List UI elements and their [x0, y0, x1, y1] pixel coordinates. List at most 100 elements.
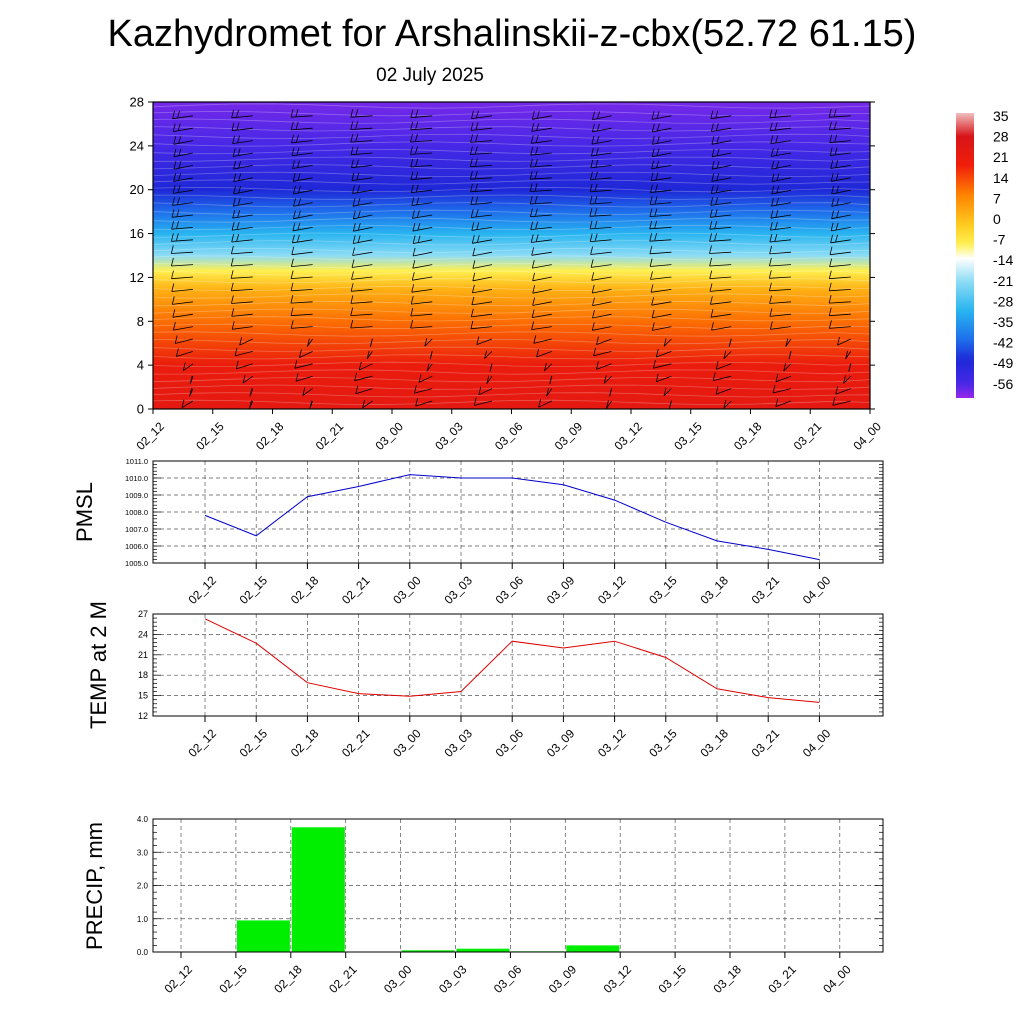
wind-barb	[775, 398, 792, 407]
wind-barb	[171, 209, 194, 218]
wind-barb	[651, 309, 672, 319]
colorbar-label: 7	[993, 190, 1001, 206]
x-tick-label: 02_21	[339, 573, 373, 607]
contour-line	[152, 232, 871, 238]
x-tick-label: 02_15	[237, 573, 271, 607]
wind-barb	[350, 307, 373, 316]
wind-barb	[352, 235, 373, 244]
wind-barb	[362, 399, 373, 409]
contour-line	[152, 392, 871, 398]
wind-barb	[415, 398, 433, 407]
temp-frame	[152, 613, 884, 717]
cross-section-x-axis: 02_12 02_15 02_18 02_21 03_00 03_03 03_06 03_09…	[133, 409, 884, 453]
wind-barb	[591, 284, 612, 294]
wind-barb	[411, 272, 433, 281]
contour-line	[152, 361, 871, 368]
x-tick-label: 03_06	[492, 419, 526, 453]
wind-barb	[538, 399, 552, 408]
contour-line	[152, 255, 871, 261]
wind-barb	[831, 198, 851, 207]
x-tick-label: 03_09	[552, 419, 586, 453]
colorbar-label: 0	[993, 211, 1001, 227]
x-tick-label: 02_12	[185, 573, 219, 607]
precip-y-label: PRECIP, mm	[82, 822, 107, 950]
wind-barb	[173, 148, 194, 158]
wind-barb	[710, 197, 732, 206]
x-tick-label: 03_12	[601, 962, 635, 996]
wind-barb	[171, 257, 194, 267]
wind-barb	[291, 258, 313, 267]
wind-barb	[532, 285, 552, 294]
wind-barb	[358, 361, 373, 371]
wind-barb	[546, 388, 553, 397]
wind-barb	[649, 196, 672, 205]
wind-barb	[350, 146, 373, 156]
contour-line	[152, 202, 871, 208]
wind-barb	[410, 296, 433, 305]
y-tick-label: 1008.0	[125, 508, 148, 517]
wind-barb	[589, 183, 612, 193]
wind-barb	[709, 257, 732, 267]
x-tick-label: 03_15	[646, 726, 680, 760]
y-tick-label: 21	[138, 650, 148, 660]
wind-barb	[351, 159, 373, 169]
contour-line	[152, 126, 871, 132]
wind-barb	[651, 136, 672, 145]
x-tick-label: 03_03	[441, 726, 475, 760]
wind-barb	[470, 134, 493, 143]
contour-line	[152, 308, 871, 314]
x-tick-label: 03_00	[381, 962, 415, 996]
wind-barb	[711, 148, 732, 158]
wind-barb	[829, 258, 851, 268]
wind-barb	[530, 135, 552, 144]
wind-barb	[233, 160, 253, 170]
wind-barb	[489, 363, 493, 372]
wind-barb	[231, 221, 253, 231]
wind-barb	[831, 185, 851, 195]
wind-barb	[531, 309, 552, 318]
wind-barb	[230, 270, 253, 279]
wind-barb	[352, 210, 373, 220]
wind-barb	[663, 338, 672, 347]
wind-barb	[350, 319, 373, 329]
wind-barb	[603, 375, 612, 384]
x-tick-label: 03_06	[491, 962, 525, 996]
wind-barb	[230, 257, 253, 267]
wind-barb	[651, 111, 672, 120]
wind-barb	[770, 135, 792, 144]
wind-barb	[592, 297, 612, 306]
wind-barb	[771, 160, 792, 170]
pmsl-y-axis: 1005.0 1006.0 1007.0 1008.0 1009.0 1010.0 1011…	[125, 457, 883, 568]
x-tick-label: 02_21	[313, 419, 347, 453]
wind-barb	[589, 208, 612, 217]
colorbar-labels: 35 28 21 14 7 0 -7 -14 -21 -28 -35 -42 -49 -56	[993, 108, 1013, 392]
wind-barb	[651, 322, 672, 331]
temperature-contours	[152, 103, 871, 406]
wind-barb	[473, 397, 493, 406]
wind-barb	[410, 307, 433, 317]
x-tick-label: 03_18	[697, 726, 731, 760]
precip-bar	[291, 827, 345, 952]
wind-barb	[837, 337, 851, 346]
x-tick-label: 03_03	[441, 573, 475, 607]
contour-line	[152, 156, 871, 162]
y-tick-label: 8	[137, 314, 144, 329]
precip-x-axis: 02_12 02_15 02_18 02_21 03_00 03_03 03_06 03_09…	[161, 952, 854, 996]
wind-barb	[715, 361, 732, 370]
colorbar-label: -56	[993, 376, 1013, 392]
wind-barb	[290, 320, 313, 329]
contour-line	[152, 118, 871, 124]
wind-barb	[711, 161, 732, 170]
pmsl-x-axis: 02_12 02_15 02_18 02_21 03_00 03_03 03_06 03_09…	[185, 563, 834, 607]
wind-barb	[711, 173, 732, 182]
wind-barb	[843, 375, 852, 384]
wind-barb	[709, 221, 732, 230]
wind-barb	[530, 221, 552, 230]
wind-barb	[531, 321, 552, 330]
wind-barb	[412, 222, 433, 232]
wind-barb	[469, 158, 493, 168]
wind-barb	[484, 350, 493, 359]
wind-barb	[231, 109, 253, 119]
wind-barb	[589, 195, 612, 205]
wind-barb	[532, 297, 552, 306]
